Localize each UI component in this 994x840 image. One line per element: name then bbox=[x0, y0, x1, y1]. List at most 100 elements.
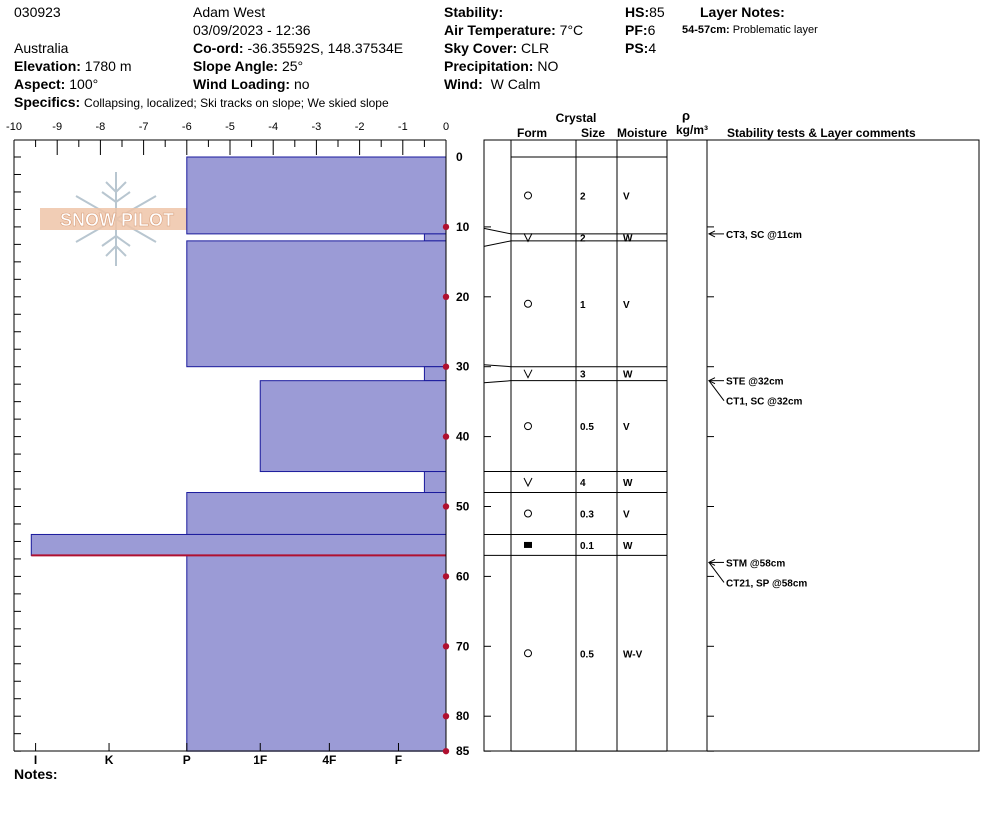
air-temp-label: Air Temperature: bbox=[444, 22, 556, 38]
hardness-layers bbox=[30, 156, 447, 752]
hs-value: 85 bbox=[649, 4, 665, 20]
moisture-value: W bbox=[623, 233, 633, 244]
specifics-label: Specifics: bbox=[14, 94, 81, 110]
elevation-row: Elevation: 1780 m bbox=[14, 58, 132, 74]
hardness-bar bbox=[186, 240, 447, 368]
stability-row: Stability: bbox=[444, 4, 503, 20]
aspect-label: Aspect: bbox=[14, 76, 66, 92]
bottom-tick-label: K bbox=[105, 753, 114, 767]
logo-text: SNOW PILOT bbox=[60, 210, 174, 230]
depth-marker bbox=[442, 573, 450, 580]
size-header: Size bbox=[581, 126, 605, 140]
moisture-value: W bbox=[623, 478, 633, 489]
country: Australia bbox=[14, 40, 69, 56]
notes-label: Notes: bbox=[14, 766, 58, 782]
depth-hoar-icon bbox=[523, 477, 533, 488]
grain-size: 4 bbox=[580, 478, 586, 489]
test-arrow-icon bbox=[707, 377, 716, 385]
bottom-tick-label: I bbox=[34, 753, 37, 767]
grain-size: 0.5 bbox=[580, 422, 594, 433]
depth-tick-label: 50 bbox=[456, 500, 470, 514]
coord-label: Co-ord: bbox=[193, 40, 244, 56]
layer-note-text: Problematic layer bbox=[732, 24, 818, 36]
hardness-bar bbox=[423, 233, 447, 242]
layer-table bbox=[483, 139, 980, 752]
grain-size: 0.5 bbox=[580, 649, 594, 660]
test-label: CT3, SC @11cm bbox=[726, 230, 802, 241]
depth-markers bbox=[442, 223, 450, 755]
depth-marker bbox=[442, 363, 450, 370]
top-tick-label: 0 bbox=[443, 121, 449, 133]
hardness-bar bbox=[186, 492, 447, 535]
depth-hoar-icon bbox=[523, 369, 533, 379]
top-tick-label: -2 bbox=[355, 121, 365, 133]
depth-marker bbox=[442, 293, 450, 300]
wind-value: W Calm bbox=[490, 76, 541, 92]
moisture-value: W-V bbox=[623, 649, 643, 660]
wind-label: Wind: bbox=[444, 76, 483, 92]
depth-tick-label: 70 bbox=[456, 639, 470, 653]
bottom-tick-label: P bbox=[183, 753, 191, 767]
pf-label: PF: bbox=[625, 22, 648, 38]
precip-row: Precipitation: NO bbox=[444, 58, 558, 74]
moisture-value: V bbox=[623, 509, 630, 520]
axis-ticks: -10 -9 -8 -7 -6 -5 -4 -3 -2 -1 0I K P 1F 4F F0102030405… bbox=[6, 121, 714, 767]
sky-label: Sky Cover: bbox=[444, 40, 518, 56]
test-arrow-icon bbox=[707, 230, 716, 238]
wind-loading-row: Wind Loading: no bbox=[193, 76, 310, 92]
pf-row: PF:6 bbox=[625, 22, 655, 38]
depth-marker bbox=[442, 223, 450, 231]
moisture-value: W bbox=[623, 541, 633, 552]
air-temp-row: Air Temperature: 7°C bbox=[444, 22, 583, 38]
grain-size: 1 bbox=[580, 300, 586, 311]
rounded-grain-icon bbox=[524, 299, 532, 308]
crystal-header: Crystal bbox=[556, 111, 597, 125]
moisture-value: V bbox=[623, 300, 630, 311]
depth-tick-label: 40 bbox=[456, 430, 470, 444]
ps-value: 4 bbox=[648, 40, 657, 56]
depth-tick-label: 10 bbox=[456, 220, 470, 234]
slope-row: Slope Angle: 25° bbox=[193, 58, 303, 74]
test-label: STM @58cm bbox=[726, 558, 785, 569]
rounded-grain-icon bbox=[524, 509, 532, 518]
ps-label: PS: bbox=[625, 40, 649, 56]
moisture-value: V bbox=[623, 191, 630, 202]
depth-tick-label: 85 bbox=[456, 744, 470, 758]
layer-note-depth: 54-57cm: bbox=[682, 24, 730, 36]
wind-loading-value: no bbox=[293, 76, 310, 92]
grain-size: 0.3 bbox=[580, 509, 594, 520]
aspect-value: 100° bbox=[69, 76, 99, 92]
specifics-row: Specifics: Collapsing, localized; Ski tr… bbox=[14, 94, 389, 110]
depth-tick-label: 0 bbox=[456, 150, 463, 164]
top-tick-label: -5 bbox=[225, 121, 235, 133]
wind-row: Wind: W Calm bbox=[444, 76, 540, 92]
hs-row: HS:85 bbox=[625, 4, 665, 20]
slope-value: 25° bbox=[281, 58, 304, 74]
depth-marker bbox=[442, 747, 450, 755]
layer-table-rows: 2 V 2 W 1 V 3 W 0.5 V 4 W 0.3 V 0.1 W 0.5 W-V bbox=[483, 156, 667, 752]
test-label: CT21, SP @58cm bbox=[726, 578, 807, 589]
comments-header: Stability tests & Layer comments bbox=[727, 126, 916, 140]
test-pointer bbox=[708, 562, 725, 583]
form-header: Form bbox=[517, 126, 547, 140]
top-tick-label: -1 bbox=[398, 121, 408, 133]
hardness-bar bbox=[423, 366, 447, 382]
melt-forms-icon bbox=[524, 541, 532, 548]
moisture-header: Moisture bbox=[617, 126, 667, 140]
hs-label: HS: bbox=[625, 4, 650, 20]
stability-label: Stability: bbox=[444, 4, 504, 20]
test-arrow-icon bbox=[707, 558, 716, 566]
hardness-bar bbox=[30, 533, 447, 556]
density-unit-header: kg/m³ bbox=[676, 123, 708, 137]
bottom-tick-label: 4F bbox=[322, 753, 336, 767]
sky-value: CLR bbox=[521, 40, 550, 56]
rounded-grain-icon bbox=[524, 191, 532, 200]
obs-id: 030923 bbox=[14, 4, 61, 20]
grain-size: 3 bbox=[580, 370, 586, 381]
hardness-bar bbox=[186, 554, 447, 752]
grain-size: 0.1 bbox=[580, 541, 594, 552]
test-pointer bbox=[708, 380, 725, 401]
sky-row: Sky Cover: CLR bbox=[444, 40, 549, 56]
pf-value: 6 bbox=[647, 22, 656, 38]
